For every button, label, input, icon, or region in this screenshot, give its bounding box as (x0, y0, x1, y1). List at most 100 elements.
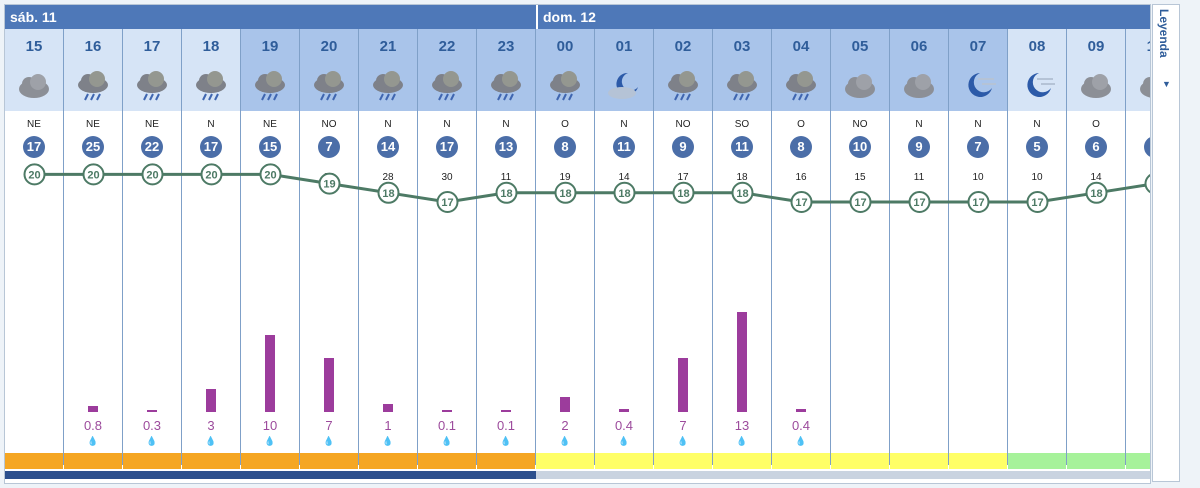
scrollbar-track[interactable] (5, 471, 1150, 479)
temperature-label: 17 (795, 197, 807, 209)
risk-strip (949, 453, 1007, 469)
risk-strip (1126, 453, 1150, 469)
wind-speed-badge: 11 (731, 136, 753, 158)
temperature-label: 18 (500, 188, 512, 200)
rain-drops-icon: 💧 (87, 436, 99, 446)
wind-direction: O (1092, 119, 1100, 130)
precip-bar (678, 358, 688, 412)
wind-speed-badge: 22 (141, 136, 163, 158)
temperature-label: 18 (677, 188, 689, 200)
wind-gust: 14 (1090, 172, 1102, 183)
precip-label: 7 (325, 418, 333, 433)
hour-label: 07 (969, 38, 987, 55)
wind-direction: N (620, 119, 628, 130)
temperature-point: 17 (1026, 191, 1049, 213)
wind-gust: 15 (854, 172, 866, 183)
wind-direction: N (207, 119, 215, 130)
temperature-point: 18 (554, 181, 577, 204)
temperature-label: 18 (382, 188, 394, 200)
wind-gust: 30 (441, 172, 453, 183)
cloud-rain-icon (248, 69, 292, 103)
hour-column: 01 N 11 14 0.4 💧 (595, 29, 654, 469)
wind-direction: O (561, 119, 569, 130)
temperature-label: 20 (87, 169, 99, 181)
wind-gust: 18 (736, 172, 748, 183)
wind-gust: 11 (913, 172, 925, 183)
wind-direction: NE (27, 119, 41, 130)
hour-label: 02 (674, 38, 692, 55)
risk-strip (241, 453, 299, 469)
rain-drops-icon: 💧 (441, 436, 453, 446)
wind-speed-badge: 6 (1085, 136, 1107, 158)
precip-bar (147, 409, 157, 412)
rain-drops-icon: 💧 (677, 436, 689, 446)
wind-speed-badge: 8 (790, 136, 812, 158)
wind-gust: 16 (795, 172, 807, 183)
cloud-icon (1074, 69, 1118, 103)
precip-label: 7 (679, 418, 687, 433)
temperature-label: 18 (618, 188, 630, 200)
temperature-label: 17 (1031, 197, 1043, 209)
hour-label: 10 (1126, 38, 1150, 55)
risk-strip (359, 453, 417, 469)
hour-column: 21 N 14 28 1 💧 (359, 29, 418, 469)
risk-strip (1067, 453, 1125, 469)
scrollbar-thumb[interactable] (5, 471, 536, 479)
wind-speed-badge: 7 (318, 136, 340, 158)
rain-drops-icon: 💧 (500, 436, 512, 446)
cloud-rain-icon (720, 69, 764, 103)
wind-direction: NO (852, 119, 868, 130)
wind-speed-badge: 25 (82, 136, 104, 158)
legend-arrow-icon[interactable]: ▼ (1162, 79, 1171, 89)
precip-bar (206, 388, 216, 412)
hour-column: 08 N 5 10 (1008, 29, 1067, 469)
risk-strip (654, 453, 712, 469)
wind-direction: O (797, 119, 805, 130)
moon-cloud-icon (602, 69, 646, 103)
precip-bar (501, 410, 511, 412)
wind-speed-badge: 15 (259, 136, 281, 158)
temperature-label: 18 (559, 188, 571, 200)
risk-strip (713, 453, 771, 469)
hour-label: 03 (733, 38, 751, 55)
temperature-line-chart: 20 20 20 20 20 19 18 17 18 18 18 18 18 17 17 17 17 17 18 19 (23, 163, 1150, 213)
temperature-label: 17 (441, 197, 453, 209)
cloud-icon (838, 69, 882, 103)
day-label: dom. 12 (536, 5, 1150, 29)
risk-strip (123, 453, 181, 469)
risk-strip (1008, 453, 1066, 469)
temperature-point: 19 (318, 172, 341, 195)
cloud-rain-icon (130, 69, 174, 103)
hour-label: 09 (1087, 38, 1105, 55)
moon-haze-icon (956, 69, 1000, 103)
wind-gust: 19 (559, 172, 571, 183)
legend-label[interactable]: Leyenda (1157, 9, 1171, 58)
hour-label: 08 (1028, 38, 1046, 55)
precip-bar (265, 335, 275, 412)
risk-strip (595, 453, 653, 469)
precip-bar (442, 410, 452, 412)
cloud-rain-icon (71, 69, 115, 103)
wind-direction: N (502, 119, 510, 130)
wind-gust: 17 (677, 172, 689, 183)
hour-column: 02 NO 9 17 7 💧 (654, 29, 713, 469)
wind-speed-badge: 7 (1144, 136, 1150, 158)
cloud-rain-icon (779, 69, 823, 103)
temperature-label: 20 (205, 169, 217, 181)
wind-direction: N (974, 119, 982, 130)
temperature-label: 20 (28, 169, 40, 181)
risk-strip (772, 453, 830, 469)
precip-bar (383, 404, 393, 412)
hour-label: 04 (792, 38, 810, 55)
wind-speed-badge: 17 (436, 136, 458, 158)
legend-tab[interactable]: Leyenda ▼ (1152, 4, 1180, 482)
precip-label: 1 (384, 418, 392, 433)
hour-label: 23 (497, 38, 515, 55)
rain-drops-icon: 💧 (323, 436, 335, 446)
temperature-point: 20 (82, 163, 105, 186)
precip-bar (560, 396, 570, 412)
risk-strip (182, 453, 240, 469)
precip-label: 3 (207, 418, 215, 433)
rain-drops-icon: 💧 (795, 436, 807, 446)
forecast-panel: 15NE174216NE25480.8💧17NE22560.3💧18N17253… (4, 4, 1151, 484)
